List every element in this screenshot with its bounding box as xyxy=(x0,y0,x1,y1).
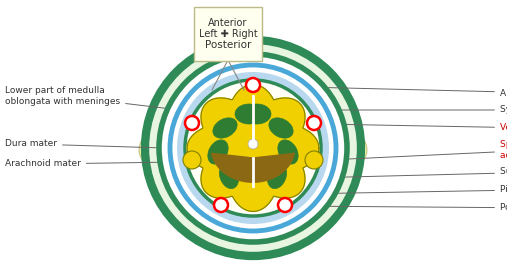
Text: Posterior: Posterior xyxy=(205,40,251,50)
Ellipse shape xyxy=(159,54,347,242)
Text: Left ✚ Right: Left ✚ Right xyxy=(199,29,258,39)
Text: Anterior spinal artery: Anterior spinal artery xyxy=(266,86,507,97)
Text: Lower part of medulla
oblongata with meninges: Lower part of medulla oblongata with men… xyxy=(5,86,177,110)
Ellipse shape xyxy=(185,80,321,216)
Circle shape xyxy=(183,151,201,169)
Ellipse shape xyxy=(235,104,263,124)
Polygon shape xyxy=(212,153,294,182)
Circle shape xyxy=(248,139,258,149)
Ellipse shape xyxy=(145,40,361,256)
Ellipse shape xyxy=(220,163,239,188)
Ellipse shape xyxy=(311,126,367,170)
Ellipse shape xyxy=(208,140,228,164)
Text: Spinal root of
accessory nerve: Spinal root of accessory nerve xyxy=(331,140,507,160)
Text: Subarachnoid space: Subarachnoid space xyxy=(311,167,507,178)
Ellipse shape xyxy=(278,140,298,164)
Circle shape xyxy=(307,116,321,130)
Circle shape xyxy=(305,151,323,169)
FancyBboxPatch shape xyxy=(194,7,262,61)
Text: Sympathetic plexus: Sympathetic plexus xyxy=(323,106,507,115)
Ellipse shape xyxy=(269,118,293,138)
Circle shape xyxy=(214,198,228,212)
Ellipse shape xyxy=(243,104,271,124)
Circle shape xyxy=(278,198,292,212)
Text: Vertebral artery: Vertebral artery xyxy=(323,124,507,133)
Ellipse shape xyxy=(139,126,195,170)
Ellipse shape xyxy=(268,163,286,188)
Text: Anterior: Anterior xyxy=(208,18,248,28)
Circle shape xyxy=(185,116,199,130)
Ellipse shape xyxy=(177,72,329,224)
Polygon shape xyxy=(187,84,319,211)
Text: Dura mater: Dura mater xyxy=(5,139,162,148)
Ellipse shape xyxy=(213,118,237,138)
Text: Arachnoid mater: Arachnoid mater xyxy=(5,159,175,168)
Text: Posterior spinal arteries: Posterior spinal arteries xyxy=(288,204,507,213)
Text: Pia mater: Pia mater xyxy=(298,186,507,195)
Circle shape xyxy=(246,78,260,92)
